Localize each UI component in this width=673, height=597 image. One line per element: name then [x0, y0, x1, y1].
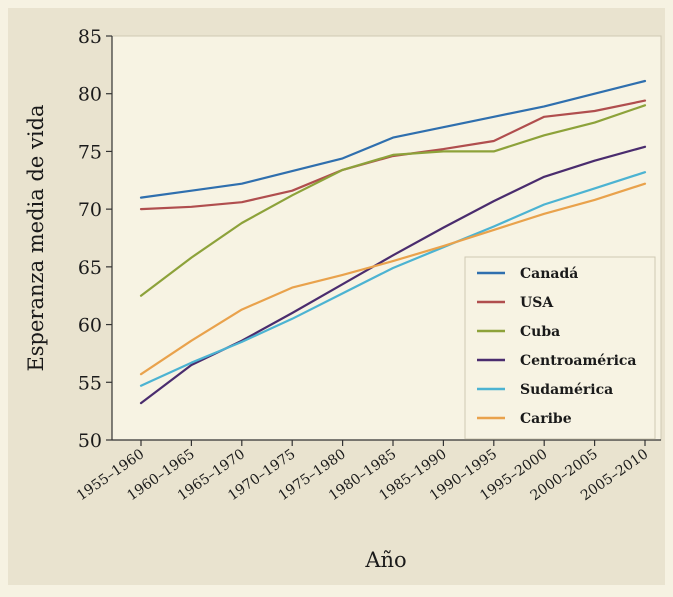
series-line-canad- [139, 79, 647, 199]
y-tick-label: 85 [78, 26, 102, 48]
x-axis-label: Año [364, 548, 406, 572]
legend-box [464, 256, 656, 440]
series-line-sudam-rica [139, 171, 647, 387]
series-line-cuba [139, 104, 647, 297]
series-line-caribe [139, 182, 647, 376]
y-tick-label: 70 [78, 199, 102, 221]
y-tick-label: 60 [78, 315, 102, 337]
axes: 50556065707580851955–19601960–19651965–1… [74, 26, 661, 504]
legend-label: Centroamérica [520, 353, 637, 369]
legend-label: USA [520, 295, 554, 311]
legend-label: Canadá [520, 266, 578, 282]
legend-label: Cuba [520, 324, 560, 340]
y-tick-label: 50 [78, 430, 102, 452]
y-tick-label: 55 [78, 372, 102, 394]
series-layer [139, 79, 647, 405]
y-tick-label: 75 [78, 141, 102, 163]
legend-label: Sudamérica [520, 382, 613, 398]
y-axis-label: Esperanza media de vida [24, 104, 48, 371]
y-tick-label: 80 [78, 84, 102, 106]
y-tick-label: 65 [78, 257, 102, 279]
legend-label: Caribe [520, 411, 572, 427]
legend: Canadá USA Cuba Centroamérica Sudamérica Cari… [464, 256, 656, 440]
